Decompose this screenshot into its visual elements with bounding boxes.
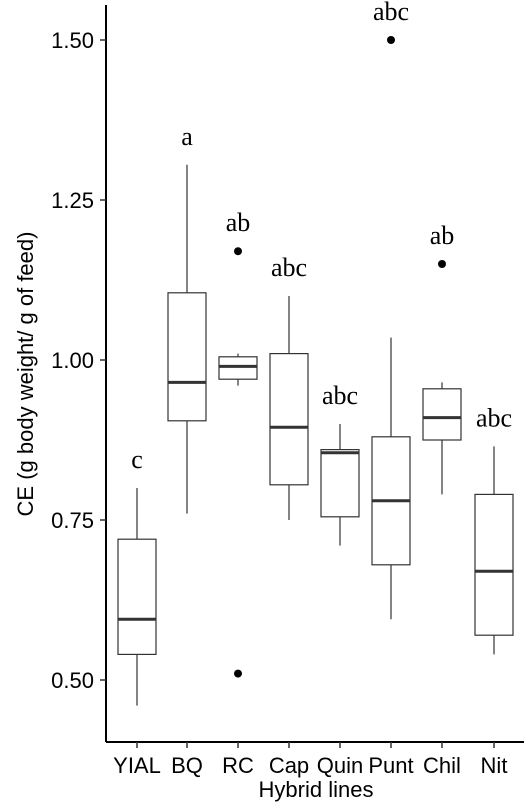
x-tick-label: Quin — [317, 753, 363, 778]
x-tick-label: Chil — [423, 753, 461, 778]
significance-letter: abc — [476, 403, 512, 432]
significance-letter: c — [131, 445, 143, 474]
box-rc: ab — [218, 208, 258, 678]
box-chil: ab — [422, 221, 462, 495]
box-bq: a — [167, 122, 207, 514]
y-axis-title: CE (g body weight/ g of feed) — [13, 232, 38, 517]
significance-letter: abc — [322, 381, 358, 410]
x-tick-label: YIAL — [113, 753, 161, 778]
x-tick-label: BQ — [171, 753, 203, 778]
significance-letter: a — [181, 122, 193, 151]
box-iqr — [269, 353, 309, 486]
box-iqr — [422, 388, 462, 441]
x-tick-label: Cap — [269, 753, 309, 778]
significance-letter: abc — [271, 253, 307, 282]
x-tick-label: Nit — [481, 753, 508, 778]
box-punt: abc — [371, 0, 411, 620]
box-iqr — [167, 292, 207, 422]
y-tick-label: 0.75 — [51, 508, 94, 533]
outlier-point — [234, 247, 242, 256]
outlier-point — [387, 36, 395, 44]
y-tick-label: 1.25 — [51, 188, 94, 213]
box-iqr — [320, 449, 360, 518]
box-iqr — [474, 493, 514, 636]
box-iqr — [117, 538, 157, 656]
significance-letter: ab — [430, 221, 455, 250]
y-tick-label: 1.50 — [51, 28, 94, 53]
box-cap: abc — [269, 253, 309, 520]
box-iqr — [218, 356, 258, 380]
significance-letter: abc — [373, 0, 409, 26]
y-tick-label: 0.50 — [51, 668, 94, 693]
outlier-point — [234, 669, 242, 678]
outlier-point — [438, 260, 446, 268]
box-quin: abc — [320, 381, 360, 546]
x-axis-title: Hybrid lines — [259, 777, 374, 802]
box-yial: c — [117, 445, 157, 706]
y-axis: 0.50 0.75 1.00 1.25 1.50 — [51, 5, 107, 742]
x-axis: YIAL BQ RC Cap Quin Punt Chil Nit — [106, 741, 524, 778]
significance-letter: ab — [226, 208, 251, 237]
box-nit: abc — [474, 403, 514, 655]
x-tick-label: RC — [222, 753, 254, 778]
y-tick-label: 1.00 — [51, 348, 94, 373]
x-tick-label: Punt — [368, 753, 413, 778]
